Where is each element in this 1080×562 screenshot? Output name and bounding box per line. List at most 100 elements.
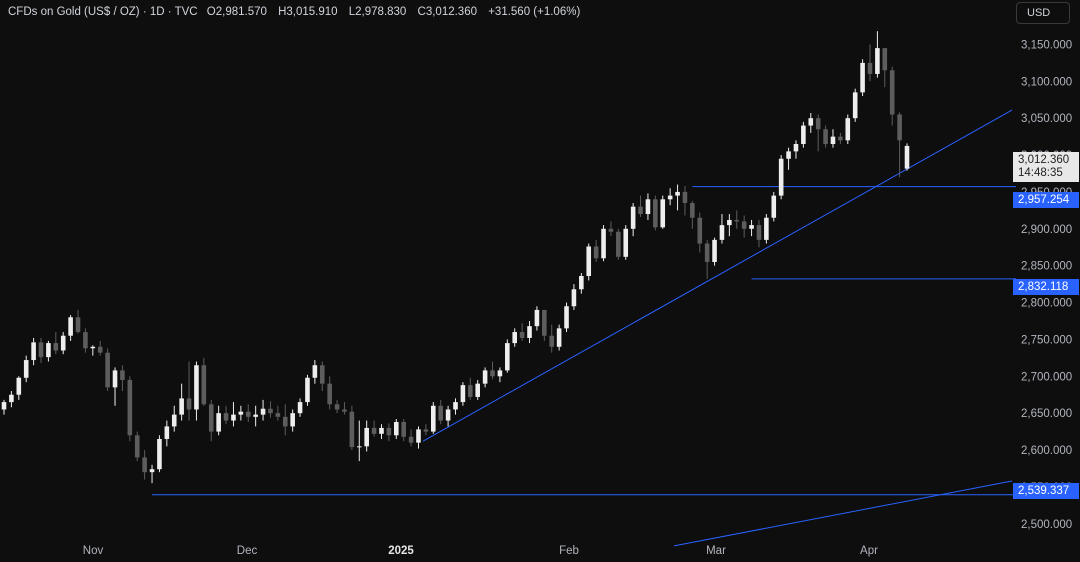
candle-bull <box>9 394 14 403</box>
candle-bear <box>697 217 703 244</box>
candle-bear <box>334 404 340 410</box>
low-value: L2,978.830 <box>348 6 407 18</box>
trendline <box>673 480 1013 547</box>
y-tick-label: 2,800.000 <box>1021 298 1072 310</box>
candle-bull <box>778 158 784 196</box>
candle-bull <box>364 427 369 447</box>
candle-bear <box>401 422 406 437</box>
symbol-title: CFDs on Gold (US$ / OZ) · 1D · TVC <box>8 6 198 18</box>
candle-bear <box>823 129 828 144</box>
y-tick-label: 2,500.000 <box>1021 519 1072 531</box>
candle-bull <box>579 275 584 290</box>
horizontal-levels <box>152 186 1016 496</box>
candle-bull <box>416 429 421 443</box>
candle-bull <box>23 360 29 378</box>
candle-bear <box>223 413 229 421</box>
candle-bear <box>386 427 392 436</box>
resistance-price-tag: 2,957.254 <box>1013 192 1079 208</box>
candle-bear <box>127 379 133 436</box>
candle-bear <box>105 352 110 388</box>
support-mid-price-tag: 2,832.118 <box>1013 279 1079 295</box>
time-axis: Nov Dec 2025 Feb Mar Apr <box>83 545 878 557</box>
candle-bear <box>593 246 599 259</box>
candle-bull <box>556 328 562 347</box>
candle-bear <box>490 370 495 377</box>
candle-bull <box>660 199 666 228</box>
trendline <box>422 109 1013 442</box>
candle-bull <box>16 377 22 395</box>
candle-bull <box>253 414 258 417</box>
candle-bull <box>312 365 318 378</box>
candle-bull <box>875 48 880 74</box>
candle-bear <box>38 342 44 358</box>
candle-bull <box>764 217 769 240</box>
candle-bull <box>512 332 518 344</box>
candle-bear <box>245 411 251 417</box>
candle-bull <box>356 446 362 448</box>
candle-bull <box>727 219 732 226</box>
trendlines <box>422 109 1013 547</box>
candle-bull <box>171 414 177 427</box>
candle-bull <box>749 225 754 229</box>
candle-bull <box>90 346 96 349</box>
y-tick-label: 2,600.000 <box>1021 445 1072 457</box>
x-tick-label: Dec <box>237 545 258 557</box>
candle-bear <box>423 429 429 432</box>
candle-bear <box>519 332 525 338</box>
candle-bear <box>653 199 658 228</box>
candle-bull <box>497 370 503 377</box>
x-tick-label: Apr <box>860 545 878 557</box>
candle-bear <box>83 332 88 349</box>
candle-bear <box>889 70 895 115</box>
candle-bear <box>756 225 762 240</box>
candle-bear <box>882 48 888 71</box>
candle-bear <box>134 435 140 458</box>
candle-bear <box>549 335 555 347</box>
candle-bull <box>460 385 466 403</box>
y-tick-label: 3,100.000 <box>1021 76 1072 88</box>
candle-bear <box>327 383 332 405</box>
candle-bull <box>860 62 865 93</box>
candle-bull <box>675 191 680 196</box>
current-price-label: 3,012.360 <box>1018 154 1070 166</box>
candle-bull <box>793 143 799 152</box>
candle-bull <box>623 228 629 257</box>
close-value: C3,012.360 <box>417 6 477 18</box>
candle-bull <box>801 125 806 144</box>
candle-bull <box>482 370 488 384</box>
candle-bull <box>645 199 651 215</box>
candle-bull <box>505 343 510 371</box>
candle-bear <box>282 416 288 427</box>
candle-bull <box>305 377 310 403</box>
symbol-legend: CFDs on Gold (US$ / OZ) · 1D · TVC O2,98… <box>8 6 580 18</box>
candle-bull <box>179 398 184 415</box>
candle-bull <box>830 136 836 144</box>
candle-bear <box>682 191 688 203</box>
candles <box>1 31 910 484</box>
candle-bull <box>164 426 170 439</box>
candle-bull <box>216 413 221 432</box>
current-price-tag: 3,012.360 14:48:35 <box>1013 152 1079 182</box>
candle-bull <box>571 289 577 307</box>
candle-bear <box>371 427 377 434</box>
x-tick-label: Nov <box>83 545 104 557</box>
candle-bear <box>408 436 414 443</box>
candle-bull <box>808 118 814 126</box>
candle-bear <box>815 118 821 130</box>
x-tick-label: Feb <box>559 545 579 557</box>
candle-bear <box>53 343 59 351</box>
candle-bull <box>786 151 791 159</box>
candle-bear <box>342 409 347 412</box>
candle-bear <box>608 228 614 232</box>
candle-bull <box>771 195 777 218</box>
candle-bull <box>586 246 592 276</box>
candle-bear <box>268 408 273 414</box>
candle-bear <box>897 114 902 141</box>
candle-bull <box>46 343 51 358</box>
candle-bear <box>319 365 325 384</box>
candle-bear <box>120 370 125 380</box>
currency-button[interactable]: USD <box>1016 2 1070 24</box>
candle-bear <box>438 405 443 421</box>
candle-bull <box>231 414 236 421</box>
